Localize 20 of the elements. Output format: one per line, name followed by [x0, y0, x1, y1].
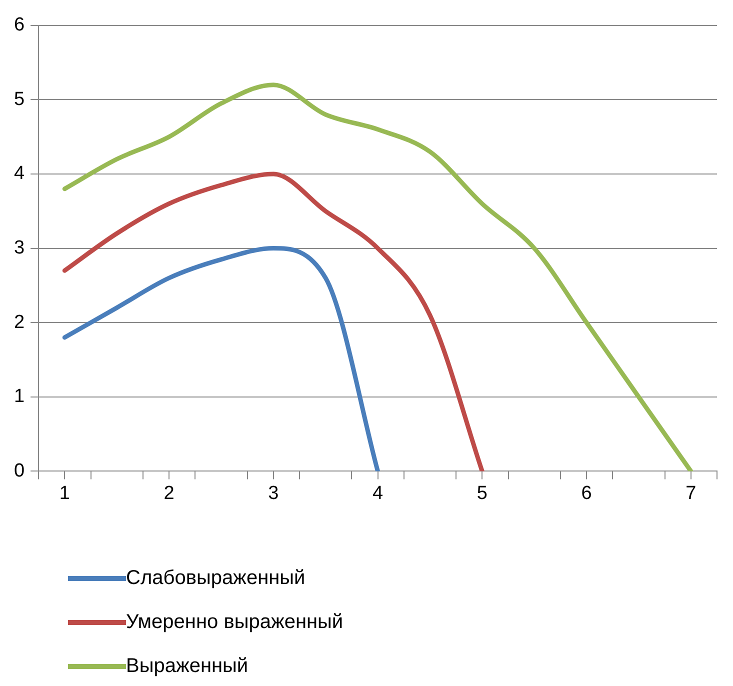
legend-label: Выраженный	[126, 654, 248, 678]
y-tick-label: 4	[14, 163, 25, 184]
y-tick-label: 2	[14, 312, 25, 333]
legend-label: Умеренно выраженный	[126, 610, 344, 634]
line-series	[62, 172, 484, 472]
x-tick-label: 3	[268, 482, 279, 504]
y-tick-label: 5	[14, 88, 25, 110]
x-tick-label: 2	[164, 482, 174, 504]
y-tick-label: 0	[14, 460, 25, 482]
x-tick-label: 1	[59, 482, 70, 504]
x-tick-label: 5	[476, 482, 488, 504]
legend-label: Слабовыраженный	[126, 566, 306, 590]
y-tick-label: 3	[14, 238, 25, 259]
line-series	[62, 246, 380, 472]
x-tick-label: 6	[581, 482, 592, 504]
x-tick-label: 7	[686, 482, 696, 504]
x-tick-label: 4	[372, 482, 384, 504]
line-series	[62, 82, 694, 472]
y-tick-label: 6	[14, 14, 25, 36]
y-tick-label: 1	[14, 386, 25, 408]
